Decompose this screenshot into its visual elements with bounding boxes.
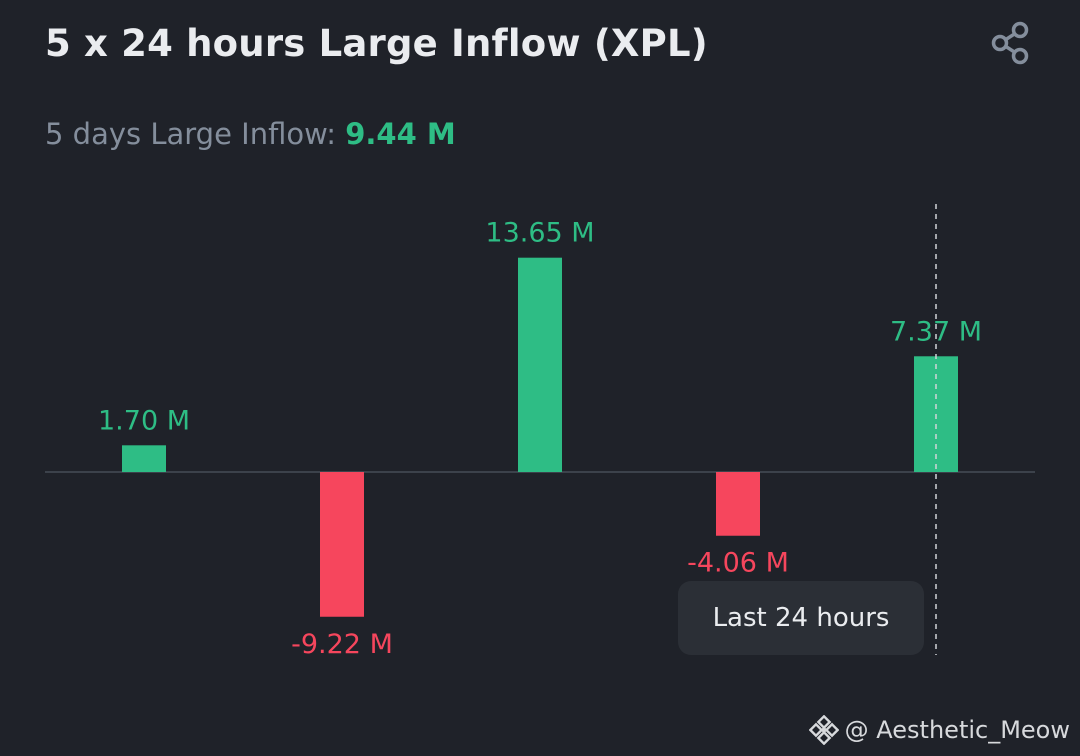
watermark: @ Aesthetic_Meow: [808, 712, 1070, 748]
bar-label-5: 7.37 M: [890, 316, 982, 347]
bar-3: [518, 257, 562, 472]
share-icon-graphic: [991, 21, 1029, 65]
bar-label-3: 13.65 M: [485, 218, 594, 249]
share-icon[interactable]: [988, 20, 1034, 66]
page-title: 5 x 24 hours Large Inflow (XPL): [45, 22, 708, 65]
bar-chart: 1.70 M -9.22 M 13.65 M -4.06 M 7.37 M: [45, 204, 1035, 660]
bar-2: [320, 472, 364, 617]
bar-4: [716, 472, 760, 536]
summary-line: 5 days Large Inflow: 9.44 M: [45, 114, 456, 154]
binance-logo-icon: [808, 715, 839, 745]
bar-label-1: 1.70 M: [98, 405, 190, 436]
watermark-text: @ Aesthetic_Meow: [844, 716, 1070, 744]
summary-label: 5 days Large Inflow:: [45, 117, 336, 151]
last-24-hours-tooltip: Last 24 hours: [678, 581, 924, 655]
summary-value: 9.44 M: [345, 117, 456, 151]
bar-1: [122, 445, 166, 472]
bar-label-2: -9.22 M: [291, 629, 393, 660]
bar-label-4: -4.06 M: [687, 548, 789, 579]
